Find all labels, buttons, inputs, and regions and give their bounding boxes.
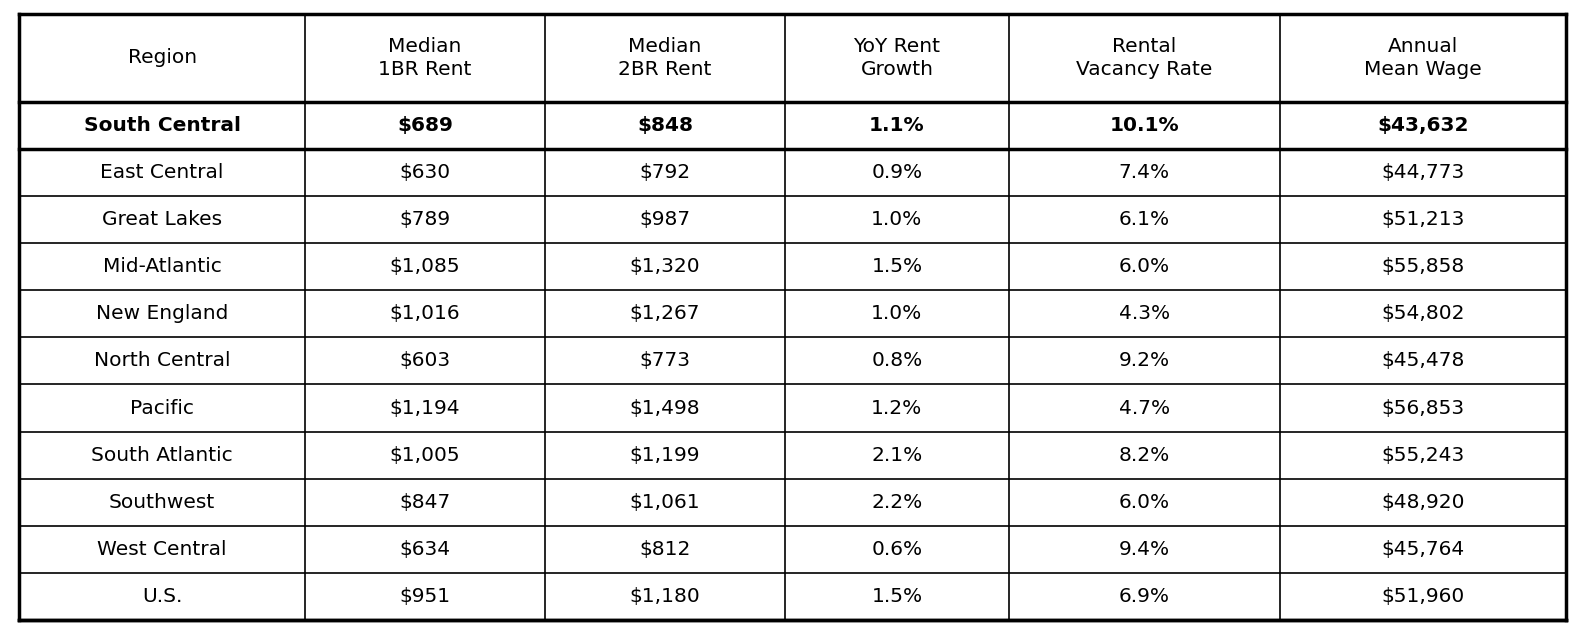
Text: 1.1%: 1.1% <box>869 116 924 135</box>
Text: 4.3%: 4.3% <box>1119 304 1170 323</box>
Text: YoY Rent
Growth: YoY Rent Growth <box>853 37 940 79</box>
Text: Southwest: Southwest <box>109 493 216 512</box>
Text: 2.1%: 2.1% <box>872 446 922 465</box>
Text: 2.2%: 2.2% <box>872 493 922 512</box>
Text: $987: $987 <box>639 210 691 229</box>
Text: $48,920: $48,920 <box>1381 493 1465 512</box>
Text: $812: $812 <box>639 540 691 559</box>
Text: 1.5%: 1.5% <box>872 587 922 606</box>
Text: Pacific: Pacific <box>130 399 193 418</box>
Text: North Central: North Central <box>94 351 230 370</box>
Text: $1,498: $1,498 <box>629 399 701 418</box>
Text: South Atlantic: South Atlantic <box>92 446 233 465</box>
Text: 0.9%: 0.9% <box>872 163 922 182</box>
Text: 9.2%: 9.2% <box>1119 351 1170 370</box>
Text: $1,194: $1,194 <box>390 399 460 418</box>
Text: Rental
Vacancy Rate: Rental Vacancy Rate <box>1076 37 1213 79</box>
Text: East Central: East Central <box>100 163 223 182</box>
Text: 0.8%: 0.8% <box>872 351 922 370</box>
Text: $55,858: $55,858 <box>1381 257 1465 276</box>
Text: Annual
Mean Wage: Annual Mean Wage <box>1365 37 1482 79</box>
Text: $951: $951 <box>399 587 450 606</box>
Text: $45,764: $45,764 <box>1381 540 1465 559</box>
Text: 8.2%: 8.2% <box>1119 446 1170 465</box>
Text: $848: $848 <box>637 116 693 135</box>
Text: West Central: West Central <box>97 540 227 559</box>
Text: $51,213: $51,213 <box>1381 210 1465 229</box>
Text: $44,773: $44,773 <box>1381 163 1465 182</box>
Text: $45,478: $45,478 <box>1381 351 1465 370</box>
Text: $1,180: $1,180 <box>629 587 701 606</box>
Text: $789: $789 <box>399 210 450 229</box>
Text: 6.1%: 6.1% <box>1119 210 1170 229</box>
Text: $55,243: $55,243 <box>1381 446 1465 465</box>
Text: $792: $792 <box>639 163 691 182</box>
Text: $1,061: $1,061 <box>629 493 701 512</box>
Text: $630: $630 <box>399 163 450 182</box>
Text: $1,199: $1,199 <box>629 446 701 465</box>
Text: $847: $847 <box>399 493 450 512</box>
Text: 10.1%: 10.1% <box>1110 116 1179 135</box>
Text: $56,853: $56,853 <box>1381 399 1465 418</box>
Text: South Central: South Central <box>84 116 241 135</box>
Text: U.S.: U.S. <box>143 587 182 606</box>
Text: 7.4%: 7.4% <box>1119 163 1170 182</box>
Text: 1.5%: 1.5% <box>872 257 922 276</box>
Text: Great Lakes: Great Lakes <box>101 210 222 229</box>
Text: 9.4%: 9.4% <box>1119 540 1170 559</box>
Text: $1,016: $1,016 <box>390 304 460 323</box>
Text: 6.0%: 6.0% <box>1119 257 1170 276</box>
Text: $1,005: $1,005 <box>390 446 460 465</box>
Text: $603: $603 <box>399 351 450 370</box>
Text: $1,320: $1,320 <box>629 257 701 276</box>
Text: $634: $634 <box>399 540 450 559</box>
Text: 4.7%: 4.7% <box>1119 399 1170 418</box>
Text: Mid-Atlantic: Mid-Atlantic <box>103 257 222 276</box>
Text: $689: $689 <box>398 116 453 135</box>
Text: 6.0%: 6.0% <box>1119 493 1170 512</box>
Text: Median
2BR Rent: Median 2BR Rent <box>618 37 712 79</box>
Text: 1.0%: 1.0% <box>872 210 922 229</box>
Text: New England: New England <box>97 304 228 323</box>
Text: $51,960: $51,960 <box>1381 587 1465 606</box>
Text: 1.2%: 1.2% <box>872 399 922 418</box>
Text: Median
1BR Rent: Median 1BR Rent <box>379 37 472 79</box>
Text: $773: $773 <box>639 351 691 370</box>
Text: $1,267: $1,267 <box>629 304 701 323</box>
Text: $43,632: $43,632 <box>1377 116 1469 135</box>
Text: 6.9%: 6.9% <box>1119 587 1170 606</box>
Text: 1.0%: 1.0% <box>872 304 922 323</box>
Text: 0.6%: 0.6% <box>872 540 922 559</box>
Text: $1,085: $1,085 <box>390 257 460 276</box>
Text: Region: Region <box>127 48 197 67</box>
Text: $54,802: $54,802 <box>1381 304 1465 323</box>
